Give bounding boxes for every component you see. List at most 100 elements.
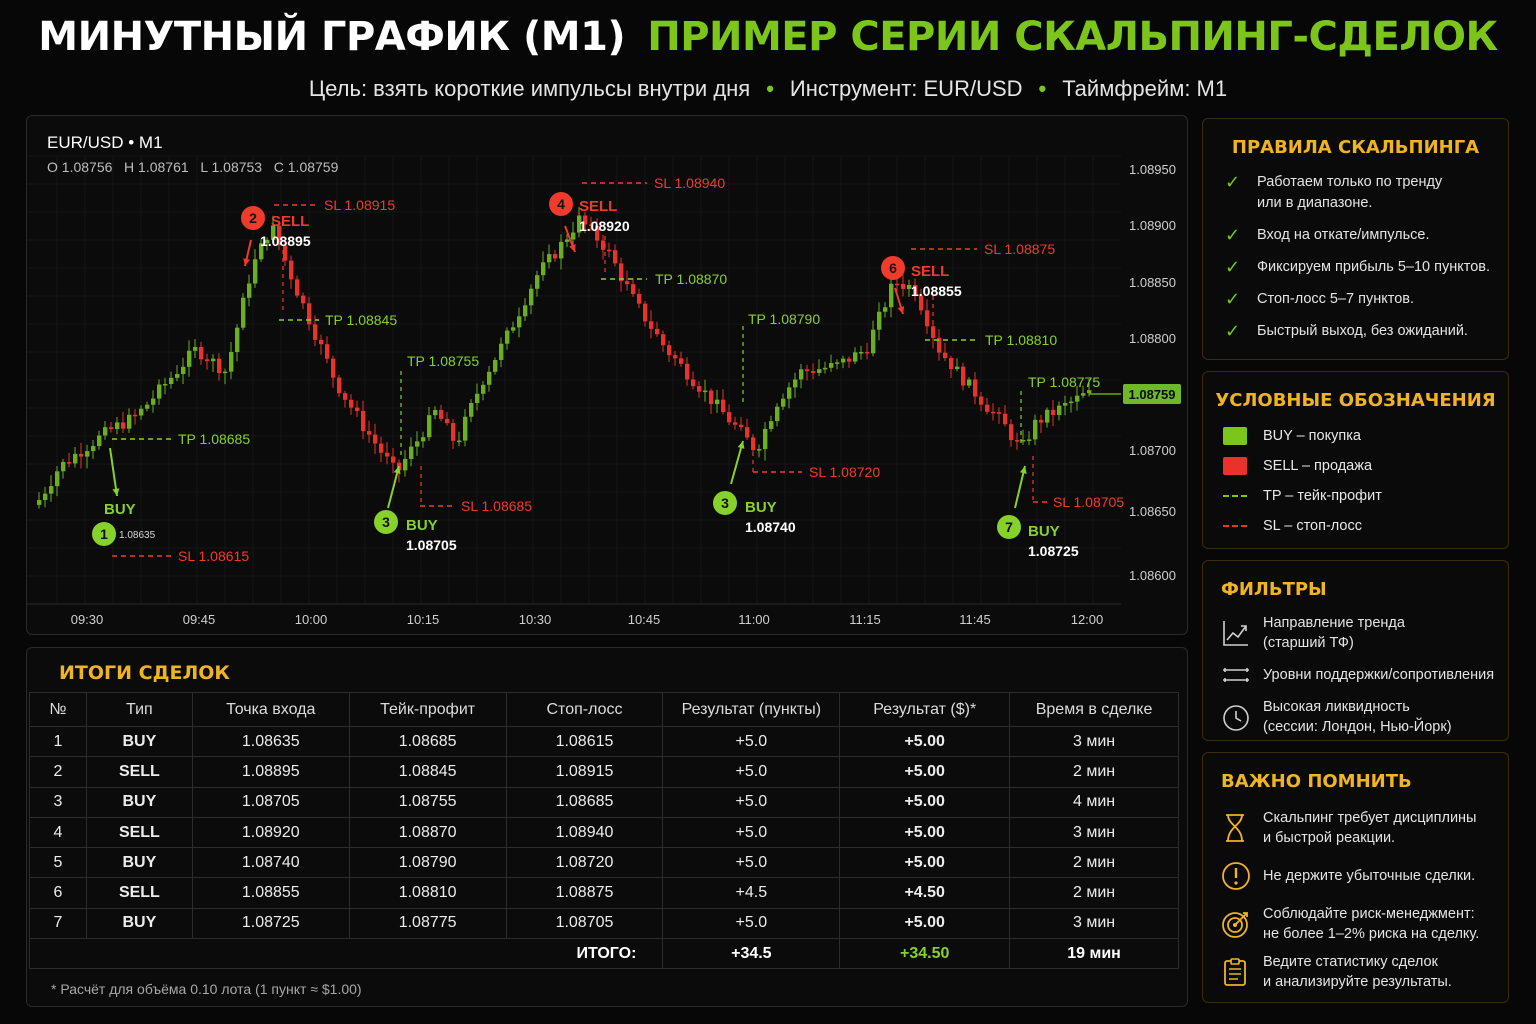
trade-5-number: 3 — [721, 495, 729, 511]
candle-body — [907, 284, 912, 289]
table-row: 1 BUY 1.08635 1.08685 1.08615 +5.0 +5.00 3 мин — [29, 725, 1179, 758]
entry-price: 1.08705 — [406, 537, 457, 553]
candle-body — [571, 232, 576, 240]
candle-body — [673, 355, 678, 359]
clock-icon — [1221, 702, 1263, 732]
candle-body — [835, 362, 840, 364]
candle-body — [175, 374, 180, 378]
tp-label: TP 1.08810 — [985, 332, 1057, 348]
sell-label: SELL — [271, 213, 309, 230]
candle-body — [169, 377, 174, 384]
table-row: 4 SELL 1.08920 1.08870 1.08940 +5.0 +5.00 3 мин — [29, 816, 1179, 849]
entry-price: 1.08635 — [119, 530, 156, 541]
table-cell: 3 мин — [1009, 907, 1179, 940]
candle-body — [115, 422, 120, 430]
table-cell: 7 — [29, 907, 87, 940]
candle-body — [139, 408, 144, 416]
subtitle-instrument: Инструмент: EUR/USD — [789, 76, 1023, 101]
trade-arrow — [730, 440, 744, 485]
table-cell: BUY — [85, 847, 193, 879]
candle-body — [475, 393, 480, 404]
candle-body — [415, 441, 420, 447]
candle-body — [355, 407, 360, 411]
sl-label: SL 1.08940 — [654, 175, 725, 191]
table-cell: +5.0 — [662, 756, 841, 788]
candlestick-chart[interactable]: 1.08759 TP 1.08685 SL 1.08615 BUY 1 1.08635 SL… — [27, 116, 1189, 636]
table-cell: 2 мин — [1009, 847, 1179, 879]
rule-item: ✓ Быстрый выход, без ожиданий. — [1225, 321, 1508, 342]
candle-body — [43, 493, 48, 501]
candle-body — [505, 330, 510, 344]
candle-body — [601, 240, 606, 250]
candle-body — [487, 371, 492, 385]
rules-list: ✓ Работаем только по тренду или в диапазон… — [1203, 158, 1508, 342]
candle-body — [301, 295, 306, 304]
candle-body — [499, 343, 504, 360]
candle-body — [421, 437, 426, 442]
candle-body — [661, 334, 666, 346]
legend-buy-label: BUY – покупка — [1263, 428, 1361, 444]
candle-body — [733, 422, 738, 425]
candle-body — [985, 404, 990, 412]
legend-sl: SL – стоп-лосс — [1203, 511, 1508, 541]
legend-tp-label: TP – тейк-профит — [1263, 488, 1382, 504]
candle-body — [391, 456, 396, 463]
col-header: Точка входа — [191, 692, 350, 727]
col-header: Время в сделке — [1009, 692, 1179, 727]
table-cell: BUY — [85, 725, 193, 758]
col-header: № — [29, 692, 87, 727]
buy-swatch — [1223, 427, 1247, 445]
candle-body — [103, 427, 108, 436]
remember-sublabel: и анализируйте результаты. — [1263, 974, 1452, 990]
candle-body — [307, 303, 312, 325]
candle-body — [121, 422, 126, 429]
candle-body — [997, 412, 1002, 414]
table-cell: 1.08755 — [348, 786, 507, 818]
sell-label: SELL — [579, 198, 617, 215]
checkmark-icon: ✓ — [1225, 321, 1241, 341]
candle-body — [667, 345, 672, 356]
rule-text: Быстрый выход, без ожиданий. — [1257, 323, 1468, 339]
candle-body — [319, 339, 324, 345]
candle-body — [145, 404, 150, 409]
table-cell: SELL — [85, 816, 193, 849]
candle-body — [367, 431, 372, 435]
candle-body — [73, 453, 78, 464]
x-tick-label: 11:15 — [849, 612, 881, 627]
candle-body — [655, 328, 660, 335]
candle-body — [763, 428, 768, 450]
trades-table: № Тип Точка входа Тейк-профит Стоп-лосс … — [28, 692, 1179, 970]
entry-price: 1.08740 — [745, 519, 796, 535]
remember-sublabel: не более 1–2% риска на сделку. — [1263, 926, 1480, 942]
sl-label: SL 1.08915 — [324, 197, 395, 213]
candle-body — [583, 215, 588, 225]
tp-label: TP 1.08870 — [655, 271, 727, 287]
buy-label: BUY — [1028, 523, 1060, 540]
candle-body — [535, 275, 540, 289]
filters-box: ФИЛЬТРЫ Направление тренда (старший ТФ) У… — [1202, 560, 1509, 741]
filter-item: Направление тренда (старший ТФ) — [1203, 612, 1508, 654]
table-header-row: № Тип Точка входа Тейк-профит Стоп-лосс … — [29, 692, 1179, 727]
candle-body — [979, 396, 984, 405]
candle-body — [817, 369, 822, 373]
rule-item: ✓ Фиксируем прибыль 5–10 пунктов. — [1225, 257, 1508, 278]
checkmark-icon: ✓ — [1225, 257, 1241, 277]
rule-text: Работаем только по тренду — [1257, 174, 1443, 190]
chart-panel[interactable]: 1.08759 TP 1.08685 SL 1.08615 BUY 1 1.08635 SL… — [26, 115, 1188, 635]
candle-body — [1009, 424, 1014, 441]
candle-body — [973, 379, 978, 397]
page-title: МИНУТНЫЙ ГРАФИК (M1) ПРИМЕР СЕРИИ СКАЛЬПИ… — [0, 14, 1536, 60]
table-cell: 1.08790 — [348, 847, 507, 879]
candle-body — [343, 393, 348, 400]
table-cell: 1.08705 — [505, 907, 664, 940]
arrow-head — [393, 466, 401, 474]
table-cell: 1.08940 — [505, 816, 664, 849]
candle-body — [745, 427, 750, 438]
table-cell: 1.08845 — [348, 756, 507, 788]
total-cell: ИТОГО: — [28, 938, 663, 970]
candle-body — [151, 398, 156, 405]
candle-body — [709, 390, 714, 405]
candle-body — [223, 371, 228, 374]
candle-body — [157, 384, 162, 399]
candle-body — [625, 281, 630, 285]
